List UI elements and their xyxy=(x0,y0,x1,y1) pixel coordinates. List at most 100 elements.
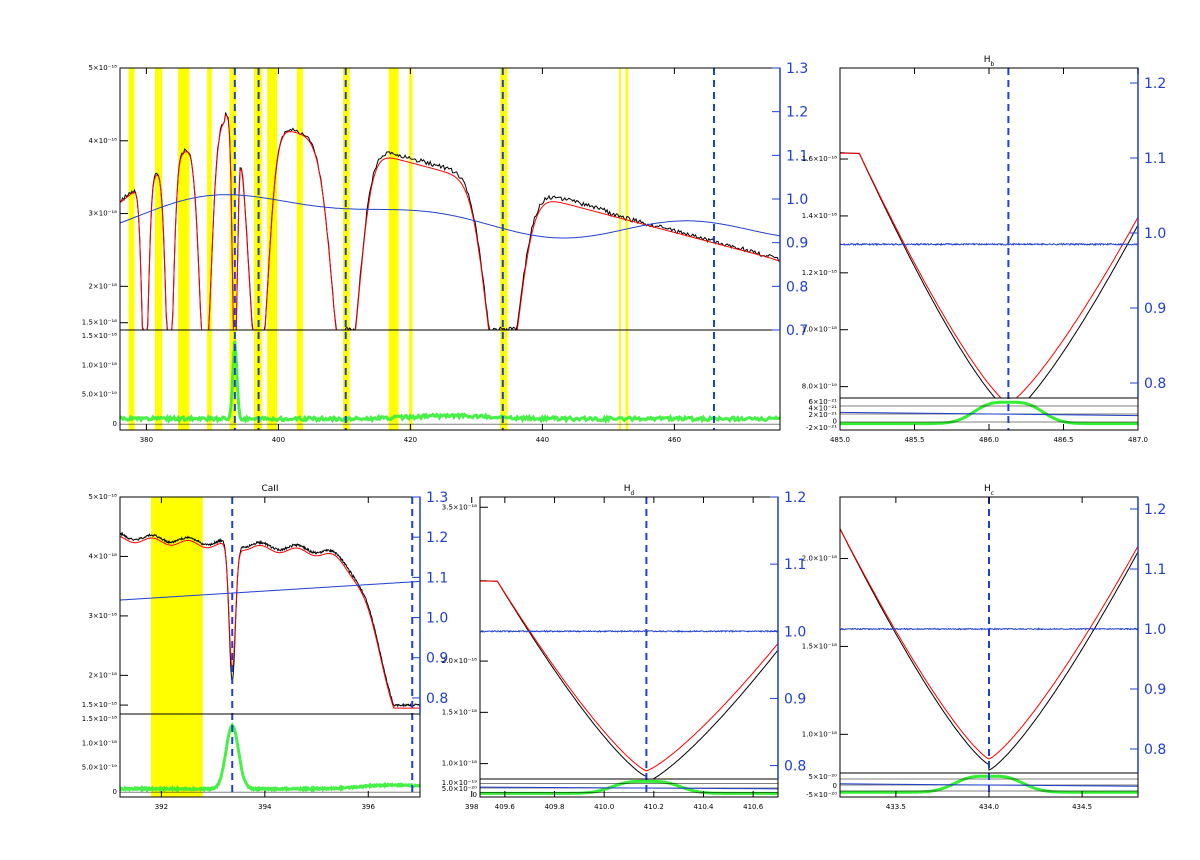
residual-panel xyxy=(119,340,781,425)
residual-tick-label: 5.0×10⁻¹⁹ xyxy=(82,391,117,399)
observed-spectrum xyxy=(840,152,1138,398)
x-tick-label: 434.5 xyxy=(1072,803,1092,811)
panel-frame xyxy=(839,67,1139,431)
right-tick-label: 1.0 xyxy=(1144,622,1166,638)
model-spectrum xyxy=(840,528,1138,760)
x-tick-label: 460 xyxy=(668,436,681,444)
y-tick-label: 3.5×10⁻¹⁸ xyxy=(442,503,477,511)
mask-band xyxy=(154,68,163,430)
y-tick-label: 3×10⁻¹⁸ xyxy=(88,612,117,620)
observed-spectrum xyxy=(480,580,778,779)
right-tick-label: 0.9 xyxy=(426,651,448,667)
curves xyxy=(840,152,1138,398)
right-tick-label: 1.3 xyxy=(426,490,448,506)
ratio-curve xyxy=(840,242,1138,247)
residual-tick-label: 0 xyxy=(113,788,117,796)
residual-tick-label: 6×10⁻²¹ xyxy=(808,398,837,406)
right-tick-label: 1.1 xyxy=(1144,151,1166,167)
y-tick-label: 8.0×10⁻¹⁹ xyxy=(802,383,837,391)
x-tick-label: 434.0 xyxy=(979,803,999,811)
ratio-curve xyxy=(840,627,1138,631)
panel-frame xyxy=(479,496,779,798)
mask-band xyxy=(267,68,278,430)
residual-tick-label: 5.0×10⁻¹⁹ xyxy=(82,764,117,772)
y-tick-label: 2.0×10⁻¹⁸ xyxy=(802,555,837,563)
x-tick-label: 400 xyxy=(272,436,285,444)
right-tick-label: 1.0 xyxy=(426,611,448,627)
y-tick-label: 1.4×10⁻¹⁸ xyxy=(802,212,837,220)
x-tick-label: 410.2 xyxy=(644,803,664,811)
right-tick-label: 0.9 xyxy=(1144,301,1166,317)
right-tick-label: 1.2 xyxy=(1144,76,1166,92)
right-tick-label: 1.2 xyxy=(786,105,808,121)
right-tick-label: 0.9 xyxy=(784,691,806,707)
residual-panel xyxy=(839,400,1139,426)
right-tick-label: 0.8 xyxy=(426,691,448,707)
residual-ratio xyxy=(839,411,1139,417)
panel-frame xyxy=(119,67,781,431)
y-tick-label: 1.5×10⁻¹⁸ xyxy=(82,701,117,709)
panel-hdelta: Hd 409.6 409.8 410.0 410.2 410.4 410.6 3.5×10⁻¹… xyxy=(442,484,806,811)
model-spectrum xyxy=(120,535,420,709)
right-tick-label: 0.8 xyxy=(784,759,806,775)
right-tick-label: 0.8 xyxy=(786,279,808,295)
residual-ratio xyxy=(479,786,779,790)
panel-title: Hc xyxy=(984,484,994,497)
right-tick-label: 0.8 xyxy=(1144,742,1166,758)
right-tick-label: 0.9 xyxy=(786,236,808,252)
panel-title: Hd xyxy=(624,484,635,497)
observed-spectrum xyxy=(120,112,780,330)
residual-tick-label: 0 xyxy=(833,418,837,426)
right-tick-label: 1.0 xyxy=(1144,226,1166,242)
x-tick-label: 410.4 xyxy=(693,803,714,811)
residual-tick-label: 5×10⁻²⁰ xyxy=(808,773,837,781)
observed-spectrum xyxy=(840,528,1138,771)
residual-panel xyxy=(119,721,421,793)
y-tick-label: 2×10⁻¹⁸ xyxy=(88,282,117,290)
residual-curve xyxy=(840,400,1138,426)
mask-band xyxy=(128,68,135,430)
y-tick-label: 1.0×10⁻¹⁸ xyxy=(802,730,837,738)
residual-tick-label: -5×10⁻²⁰ xyxy=(806,791,837,799)
ratio-curve xyxy=(480,629,778,633)
mask-band xyxy=(296,68,303,430)
y-tick-label: 1.5×10⁻¹⁸ xyxy=(442,708,477,716)
residual-tick-label: 1.5×10⁻¹⁸ xyxy=(82,332,117,340)
mask-band xyxy=(151,497,203,797)
mask-band xyxy=(388,68,399,430)
residual-curve xyxy=(480,779,778,795)
residual-tick-label: 1.5×10⁻¹⁸ xyxy=(82,715,117,723)
x-tick-label: 487.0 xyxy=(1128,436,1148,444)
residual-curve xyxy=(119,340,781,425)
panel-full: 380 400 420 440 460 5×10⁻¹⁸ 4×10⁻¹⁸ 3×10⁻¹⁸ 2×10… xyxy=(82,61,808,444)
model-spectrum xyxy=(480,580,778,772)
model-spectrum xyxy=(120,114,780,330)
right-tick-label: 1.0 xyxy=(786,192,808,208)
x-tick-label: 409.8 xyxy=(544,803,564,811)
right-tick-label: 1.1 xyxy=(786,148,808,164)
residual-tick-label: 0 xyxy=(113,420,117,428)
panel-title: Hb xyxy=(984,55,995,68)
y-tick-label: 1.5×10⁻¹⁸ xyxy=(82,319,117,327)
mask-band xyxy=(229,68,237,430)
right-tick-label: 1.1 xyxy=(426,570,448,586)
x-tick-label: 485.5 xyxy=(904,436,924,444)
y-tick-label: 3×10⁻¹⁸ xyxy=(88,210,117,218)
residual-tick-label: -2×10⁻²¹ xyxy=(806,424,837,432)
x-tick-label: 486.5 xyxy=(1053,436,1073,444)
panel-hbeta: Hb 485.0 485.5 486.0 486.5 487.0 1.6×10⁻¹⁸ 1.4×… xyxy=(802,55,1166,444)
x-tick-label: 396 xyxy=(362,803,376,811)
y-tick-label: 4×10⁻¹⁸ xyxy=(88,552,117,560)
y-tick-label: 5×10⁻¹⁸ xyxy=(88,64,117,72)
x-tick-label: 420 xyxy=(404,436,417,444)
ratio-curve xyxy=(120,194,780,239)
residual-curve xyxy=(119,721,421,793)
residual-tick-label: 1.0×10⁻¹⁸ xyxy=(82,739,117,747)
x-tick-label: 486.0 xyxy=(979,436,999,444)
right-tick-label: 1.2 xyxy=(784,490,806,506)
residual-tick-label: 0 xyxy=(473,791,477,799)
curves xyxy=(840,528,1138,771)
right-tick-label: 0.9 xyxy=(1144,682,1166,698)
mask-band xyxy=(409,68,413,430)
x-tick-label: 485.0 xyxy=(830,436,850,444)
